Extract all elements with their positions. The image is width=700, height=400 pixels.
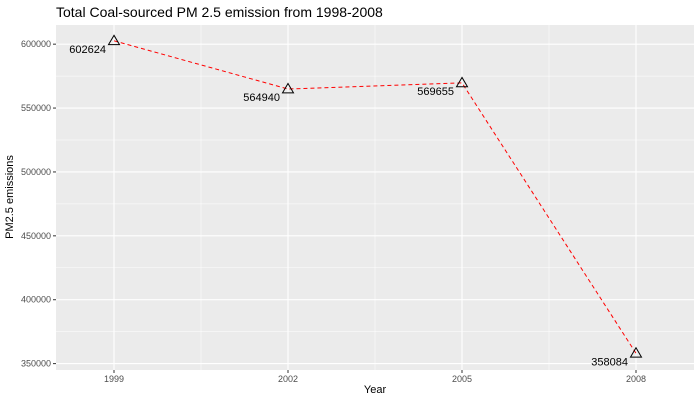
- x-tick-label: 2008: [626, 374, 646, 384]
- data-label: 564940: [243, 92, 280, 104]
- data-label: 602624: [69, 44, 106, 56]
- grid-minor: [56, 25, 694, 370]
- y-tick-label: 450000: [21, 231, 51, 241]
- data-point: [629, 346, 643, 358]
- data-label: 358084: [591, 356, 628, 368]
- data-point: [107, 34, 121, 46]
- x-tick-label: 2002: [278, 374, 298, 384]
- y-axis-title: PM2.5 emissions: [4, 155, 16, 239]
- y-axis: 350000 400000 450000 500000 550000 600000: [21, 39, 56, 369]
- data-point: [281, 82, 295, 94]
- x-axis: 1999 2002 2005 2008: [104, 370, 646, 384]
- y-tick-label: 550000: [21, 103, 51, 113]
- y-tick-label: 600000: [21, 39, 51, 49]
- data-label: 569655: [417, 86, 454, 98]
- x-tick-label: 2005: [452, 374, 472, 384]
- data-point: [455, 76, 469, 88]
- chart-title: Total Coal-sourced PM 2.5 emission from …: [56, 4, 383, 20]
- data-labels: 602624 564940 569655 358084: [69, 44, 628, 368]
- x-axis-title: Year: [364, 384, 387, 396]
- y-tick-label: 400000: [21, 295, 51, 305]
- y-tick-label: 500000: [21, 167, 51, 177]
- x-tick-label: 1999: [104, 374, 124, 384]
- y-tick-label: 350000: [21, 359, 51, 369]
- series-line: [113, 40, 637, 354]
- series: [107, 34, 643, 358]
